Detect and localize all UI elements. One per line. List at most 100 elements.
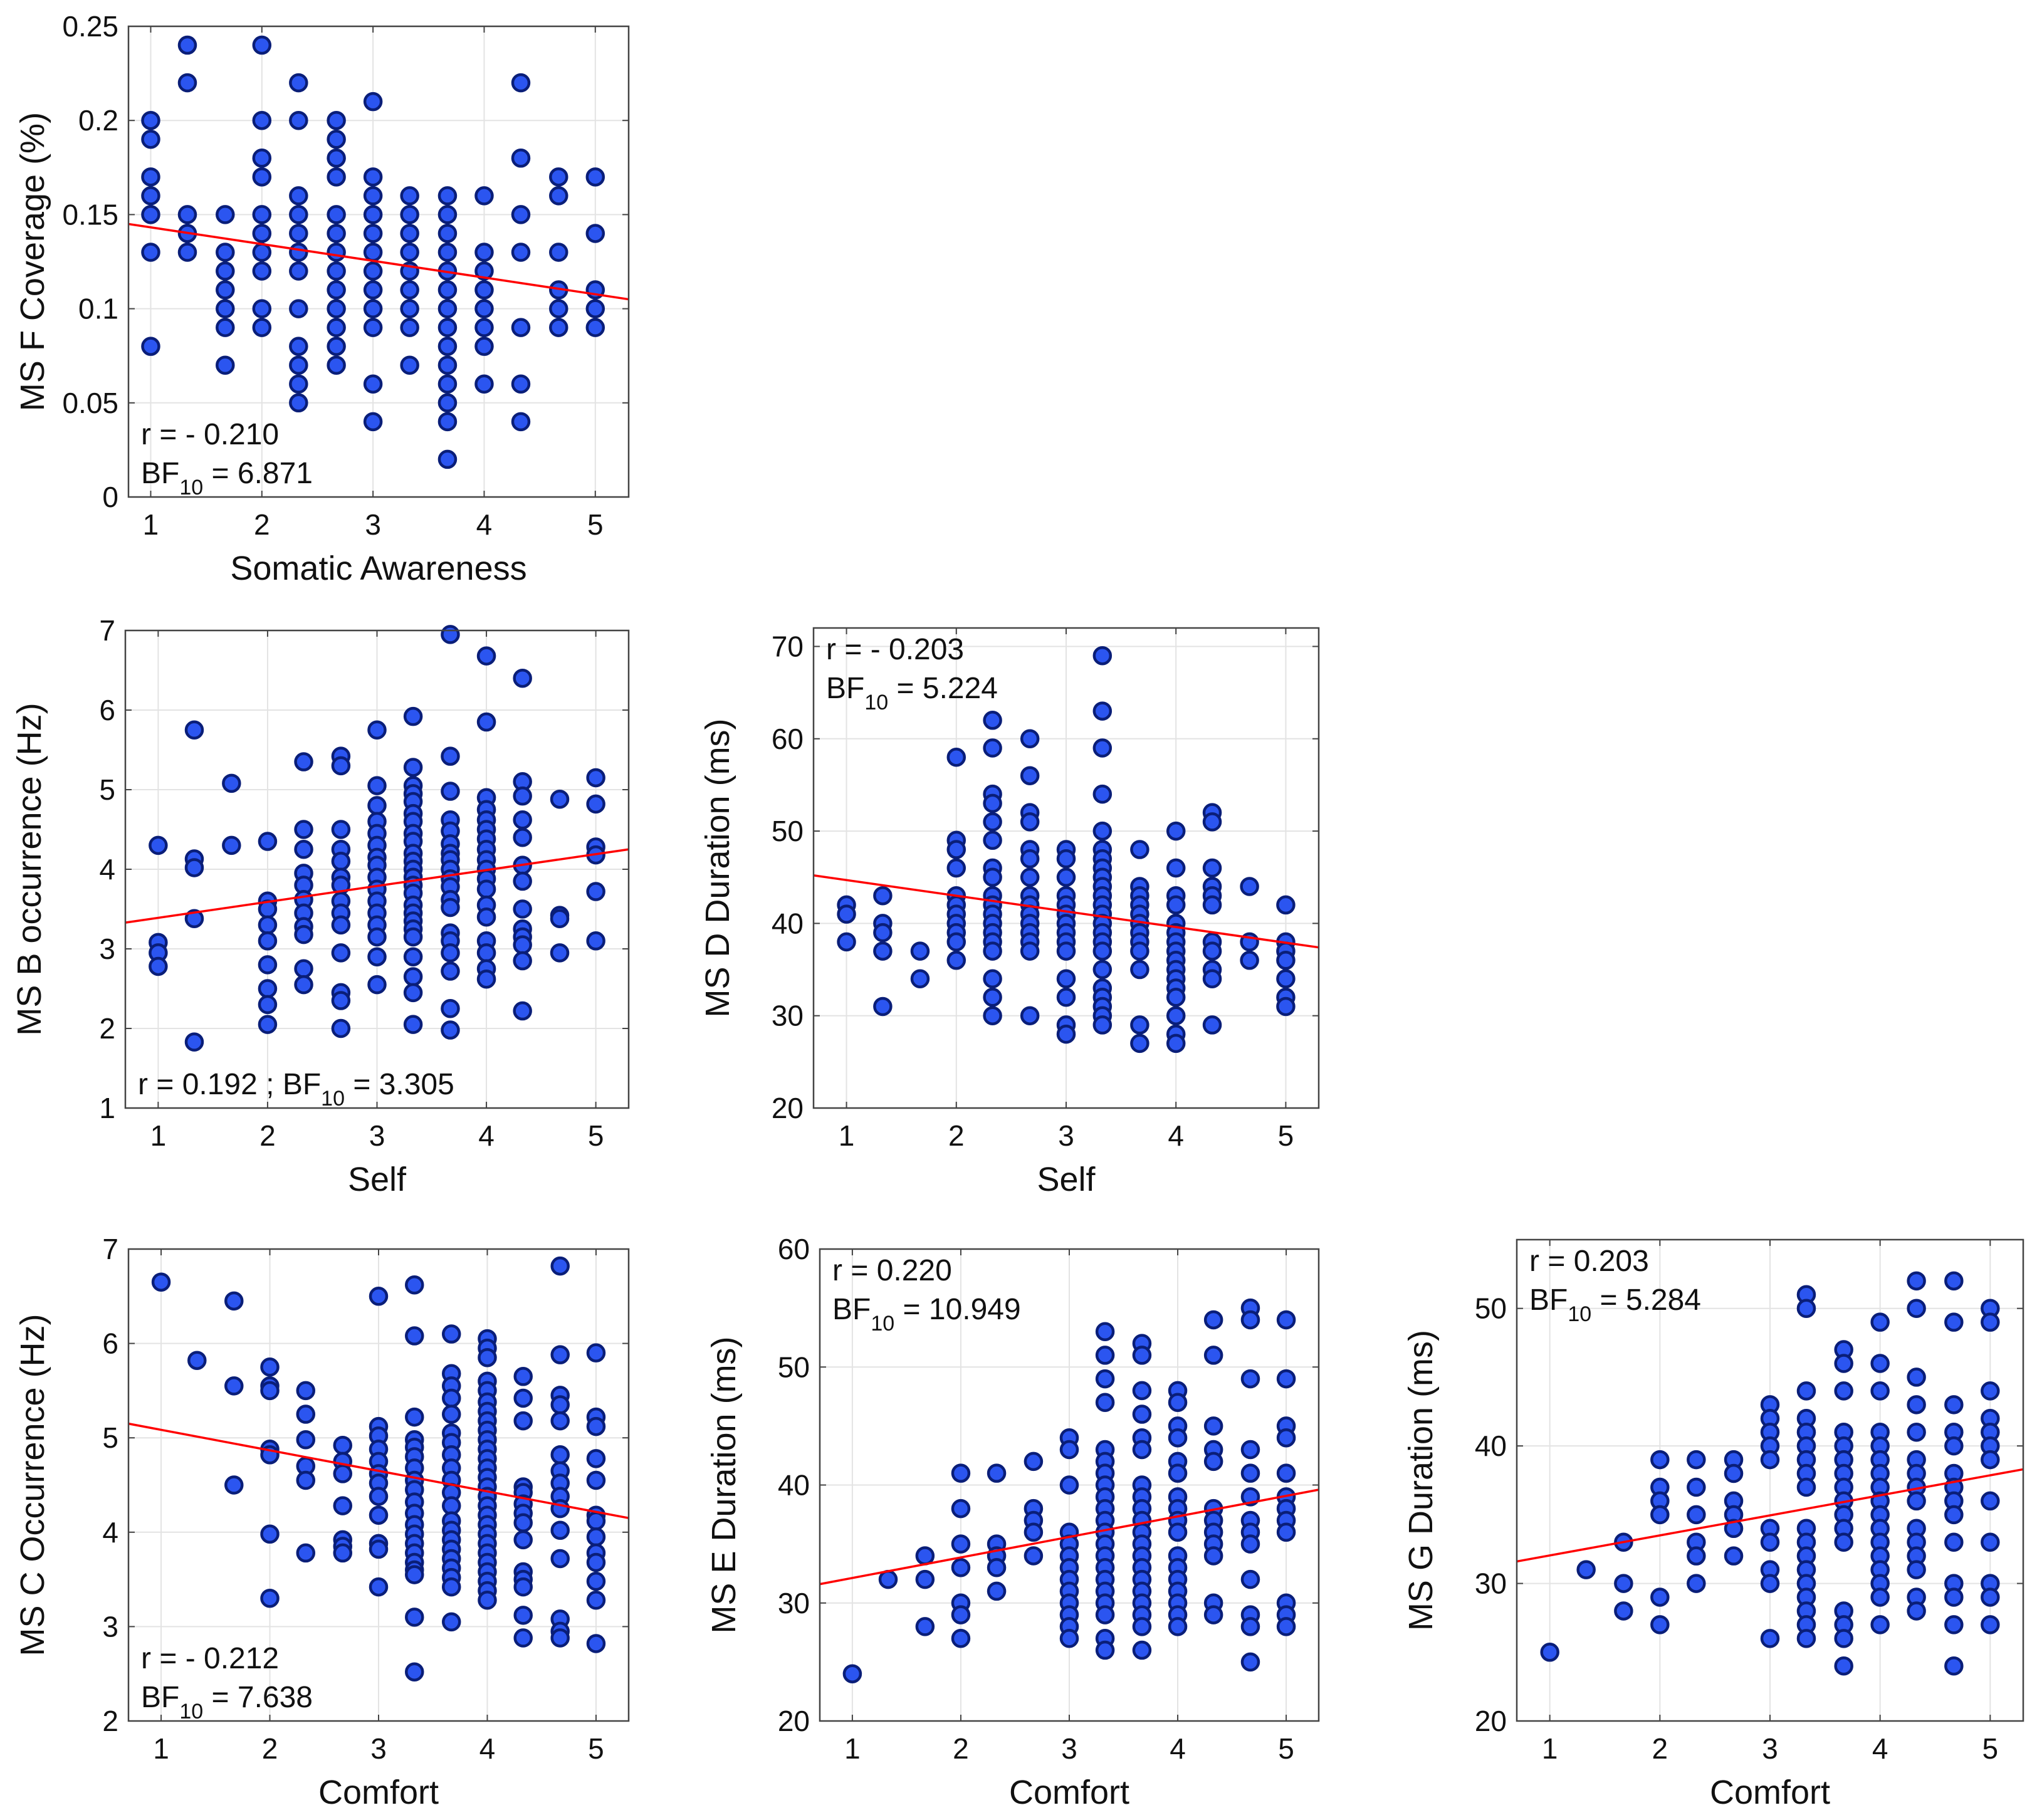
scatter-point bbox=[1276, 1522, 1296, 1542]
scatter-point bbox=[1202, 969, 1222, 989]
scatter-point bbox=[258, 955, 278, 975]
scatter-point bbox=[1056, 849, 1076, 869]
scatter-point bbox=[289, 205, 308, 224]
scatter-point bbox=[951, 1463, 971, 1483]
y-tick-label: 0.05 bbox=[62, 387, 118, 419]
panel-comfort-ms-c-occurrence: 1 2 3 4 5 2 3 4 5 6 7 Comfort MS C Occurrence (Hz) r … bbox=[14, 1233, 630, 1811]
scatter-point bbox=[987, 1581, 1007, 1601]
scatter-point bbox=[296, 1404, 316, 1424]
scatter-point bbox=[1796, 1629, 1816, 1648]
x-tick-label: 4 bbox=[1170, 1732, 1186, 1765]
scatter-point bbox=[983, 1006, 1002, 1025]
scatter-point bbox=[404, 1565, 424, 1584]
scatter-point bbox=[333, 1435, 353, 1455]
scatter-point bbox=[400, 224, 419, 243]
scatter-point bbox=[331, 991, 351, 1010]
y-axis-label: MS G Duration (ms) bbox=[1402, 1330, 1440, 1631]
scatter-point bbox=[1130, 840, 1149, 859]
scatter-point bbox=[549, 167, 568, 187]
scatter-point bbox=[951, 1605, 971, 1624]
scatter-point bbox=[327, 243, 346, 262]
scatter-point bbox=[1202, 941, 1222, 961]
scatter-point bbox=[363, 299, 383, 318]
x-tick-label: 5 bbox=[588, 1119, 604, 1152]
scatter-point bbox=[141, 243, 160, 262]
scatter-point bbox=[873, 941, 893, 961]
panel-comfort-ms-g-duration: 1 2 3 4 5 20 30 40 50 Comfort MS G Duration (ms) r … bbox=[1402, 1238, 2024, 1811]
annotation-line: r = 0.203 bbox=[1529, 1245, 1649, 1278]
x-tick-label: 1 bbox=[150, 1119, 167, 1152]
scatter-point bbox=[252, 110, 272, 130]
scatter-point bbox=[222, 835, 241, 855]
scatter-point bbox=[550, 1345, 570, 1364]
scatter-point bbox=[511, 374, 531, 394]
annotation-text: = 6.871 bbox=[203, 457, 313, 490]
scatter-point bbox=[1095, 1369, 1115, 1389]
scatter-point bbox=[511, 73, 531, 93]
scatter-point bbox=[550, 1628, 570, 1648]
scatter-point bbox=[987, 1463, 1007, 1483]
scatter-point bbox=[327, 110, 346, 130]
scatter-point bbox=[1276, 1463, 1296, 1483]
panel-self-ms-d-duration: 1 2 3 4 5 20 30 40 50 60 70 Self MS D Duration (ms) r… bbox=[699, 627, 1320, 1198]
scatter-point bbox=[513, 1628, 533, 1648]
scatter-point bbox=[294, 975, 313, 995]
x-tick-label: 4 bbox=[479, 1732, 496, 1765]
scatter-point bbox=[437, 318, 458, 337]
annotation-text: = 5.284 bbox=[1591, 1284, 1701, 1317]
scatter-point bbox=[1024, 1451, 1044, 1472]
fit-line bbox=[128, 1422, 629, 1519]
scatter-point bbox=[513, 871, 532, 891]
scatter-point bbox=[1203, 1310, 1223, 1330]
panel-somatic-awareness-ms-f-coverage: 1 2 3 4 5 0 0.05 0.1 0.15 0.2 0.25 Somatic Awarenes… bbox=[14, 10, 630, 587]
x-tick-label: 4 bbox=[476, 508, 493, 541]
scatter-point bbox=[1760, 1450, 1780, 1470]
scatter-point bbox=[252, 243, 272, 262]
scatter-point bbox=[1907, 1491, 1926, 1511]
scatter-point bbox=[550, 909, 570, 928]
scatter-point bbox=[1130, 960, 1149, 980]
scatter-point bbox=[1056, 1024, 1076, 1044]
scatter-point bbox=[149, 835, 168, 855]
scatter-point bbox=[1240, 1534, 1260, 1554]
scatter-point bbox=[441, 1020, 460, 1040]
scatter-point bbox=[400, 355, 419, 375]
scatter-point bbox=[1981, 1587, 2000, 1607]
scatter-point bbox=[1059, 1475, 1079, 1495]
scatter-point bbox=[1203, 1451, 1223, 1472]
scatter-point bbox=[224, 1291, 244, 1311]
scatter-point bbox=[327, 149, 346, 168]
scatter-point bbox=[441, 999, 460, 1018]
scatter-point bbox=[1650, 1450, 1670, 1470]
scatter-point bbox=[333, 1543, 353, 1563]
scatter-point bbox=[260, 1357, 280, 1377]
scatter-point bbox=[296, 1543, 316, 1563]
scatter-point bbox=[1944, 1587, 1964, 1607]
scatter-point bbox=[327, 167, 346, 187]
y-tick-label: 1 bbox=[99, 1092, 115, 1124]
y-tick-label: 20 bbox=[778, 1705, 810, 1737]
y-tick-label: 30 bbox=[778, 1587, 810, 1619]
scatter-point bbox=[289, 299, 308, 318]
annotation-text: = 5.224 bbox=[888, 672, 998, 705]
x-axis-label: Self bbox=[348, 1161, 407, 1198]
scatter-point bbox=[474, 261, 494, 281]
scatter-point bbox=[258, 1015, 278, 1034]
scatter-point bbox=[586, 1590, 606, 1610]
scatter-point bbox=[441, 1577, 461, 1597]
scatter-point bbox=[915, 1617, 935, 1636]
scatter-point bbox=[1907, 1271, 1926, 1291]
scatter-point bbox=[1981, 1450, 2000, 1470]
scatter-point bbox=[289, 337, 308, 356]
scatter-point bbox=[404, 1326, 424, 1346]
x-tick-label: 5 bbox=[1278, 1119, 1294, 1152]
scatter-point bbox=[289, 374, 308, 394]
scatter-point bbox=[327, 337, 346, 356]
scatter-point bbox=[441, 1324, 461, 1344]
y-tick-label: 0.1 bbox=[78, 293, 118, 325]
scatter-point bbox=[177, 205, 197, 224]
scatter-point bbox=[550, 1445, 570, 1465]
scatter-point bbox=[873, 886, 893, 906]
scatter-point bbox=[873, 923, 893, 943]
scatter-point bbox=[369, 1539, 389, 1559]
